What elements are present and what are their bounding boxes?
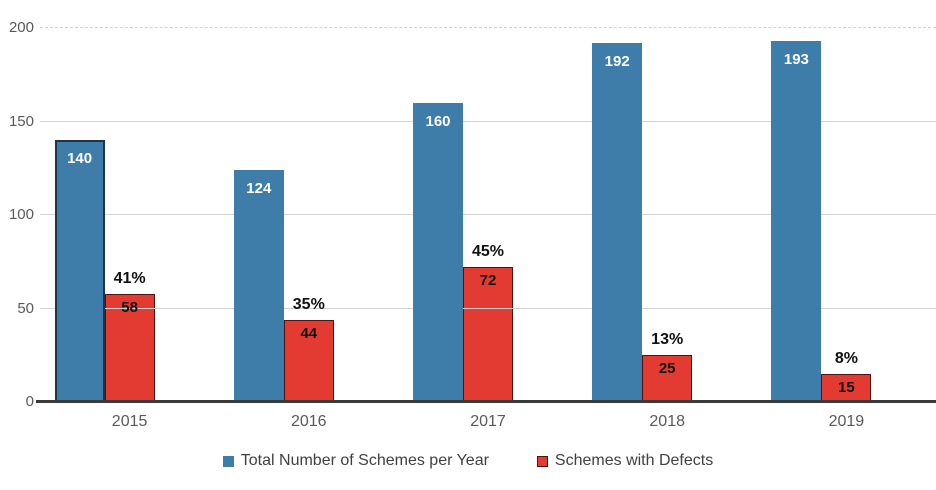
bar-defects-2017: [463, 267, 513, 402]
legend-item-total-schemes: Total Number of Schemes per Year: [222, 452, 489, 470]
legend: Total Number of Schemes per Year Schemes…: [0, 452, 936, 470]
gridline-100: [40, 214, 936, 215]
bar-label-defects-2018: 25: [658, 360, 676, 378]
bar-label-defects-2019: 15: [838, 378, 855, 396]
x-axis-line: [36, 400, 936, 403]
defect-rate-label-2015: 41%: [113, 269, 146, 287]
legend-item-schemes-with-defects: Schemes with Defects: [536, 452, 714, 470]
defect-rate-label-2019: 8%: [834, 349, 858, 367]
defect-rate-label-2017: 45%: [471, 243, 505, 261]
bar-total-2018: [592, 42, 643, 402]
x-axis-tick-2016: 2016: [290, 413, 327, 430]
y-axis-tick-0: 0: [25, 393, 34, 410]
gridline-200: [40, 27, 936, 28]
y-axis-tick-50: 50: [17, 299, 34, 317]
bar-label-defects-2015: 58: [121, 298, 138, 316]
x-axis-tick-2018: 2018: [649, 413, 685, 430]
bar-total-2016: [233, 170, 284, 402]
bar-defects-2018: [642, 355, 693, 402]
bar-total-2019: [771, 41, 822, 402]
bar-label-total-2016: 124: [246, 180, 272, 198]
legend-swatch-total-schemes-icon: [222, 455, 234, 467]
bar-defects-2015: [104, 293, 155, 402]
legend-label-total-schemes: Total Number of Schemes per Year: [240, 452, 489, 469]
bar-total-2015: [54, 140, 105, 402]
y-axis-tick-200: 200: [8, 19, 34, 36]
bar-label-defects-2017: 72: [479, 272, 497, 290]
y-axis-tick-150: 150: [8, 112, 34, 130]
bar-label-total-2018: 192: [604, 52, 630, 70]
x-axis-tick-2015: 2015: [111, 413, 148, 430]
legend-label-schemes-with-defects: Schemes with Defects: [554, 452, 714, 469]
legend-swatch-schemes-with-defects-icon: [536, 455, 548, 467]
defect-rate-label-2016: 35%: [292, 295, 325, 313]
x-axis-tick-2019: 2019: [828, 413, 865, 430]
gridline-50: [40, 307, 936, 309]
bar-label-total-2019: 193: [783, 51, 809, 69]
bar-label-total-2015: 140: [67, 150, 93, 168]
gridline-150: [40, 120, 936, 122]
bar-label-defects-2016: 44: [300, 324, 318, 342]
defect-rate-label-2018: 13%: [651, 331, 684, 349]
x-axis-tick-2017: 2017: [470, 413, 506, 430]
bar-total-2017: [413, 102, 463, 402]
y-axis-tick-100: 100: [8, 206, 34, 223]
bar-label-total-2017: 160: [425, 112, 451, 130]
